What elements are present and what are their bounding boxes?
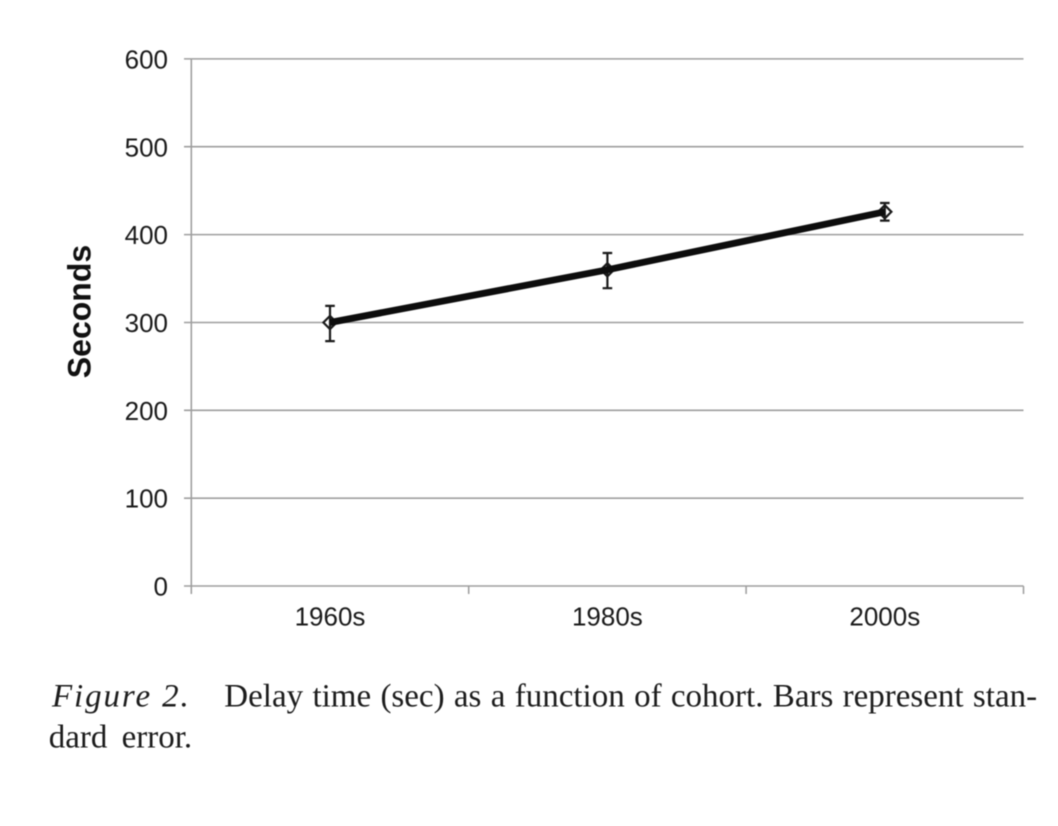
svg-text:100: 100 <box>125 484 168 514</box>
svg-text:500: 500 <box>125 132 168 162</box>
svg-text:1980s: 1980s <box>572 602 643 632</box>
svg-text:Figure 2.: Figure 2. <box>51 679 191 715</box>
svg-text:300: 300 <box>125 308 168 338</box>
svg-text:Delay time (sec) as a function: Delay time (sec) as a function of cohort… <box>224 679 1037 715</box>
svg-text:dard error.: dard error. <box>49 720 192 756</box>
svg-text:400: 400 <box>125 220 168 250</box>
svg-text:2000s: 2000s <box>849 602 920 632</box>
svg-text:200: 200 <box>125 396 168 426</box>
svg-text:1960s: 1960s <box>295 602 366 632</box>
svg-text:Seconds: Seconds <box>62 245 98 378</box>
svg-text:0: 0 <box>154 572 168 602</box>
svg-text:600: 600 <box>125 44 168 74</box>
